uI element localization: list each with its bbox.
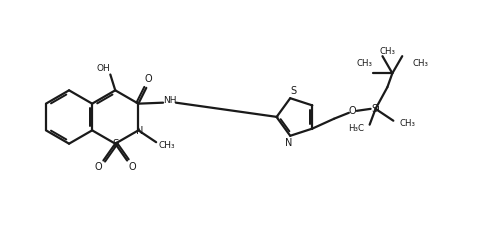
Text: O: O (144, 74, 152, 84)
Text: O: O (348, 106, 356, 116)
Text: CH₃: CH₃ (357, 59, 372, 68)
Text: CH₃: CH₃ (399, 119, 415, 128)
Text: CH₃: CH₃ (412, 59, 428, 68)
Text: N: N (136, 126, 143, 136)
Text: O: O (128, 162, 136, 172)
Text: N: N (285, 138, 292, 148)
Text: Si: Si (371, 104, 380, 114)
Text: CH₃: CH₃ (159, 141, 175, 150)
Text: CH₃: CH₃ (379, 47, 396, 56)
Text: H₃C: H₃C (348, 124, 364, 133)
Text: S: S (112, 139, 119, 149)
Text: S: S (290, 86, 296, 96)
Text: NH: NH (163, 96, 177, 105)
Text: OH: OH (96, 64, 110, 73)
Text: O: O (95, 162, 102, 172)
